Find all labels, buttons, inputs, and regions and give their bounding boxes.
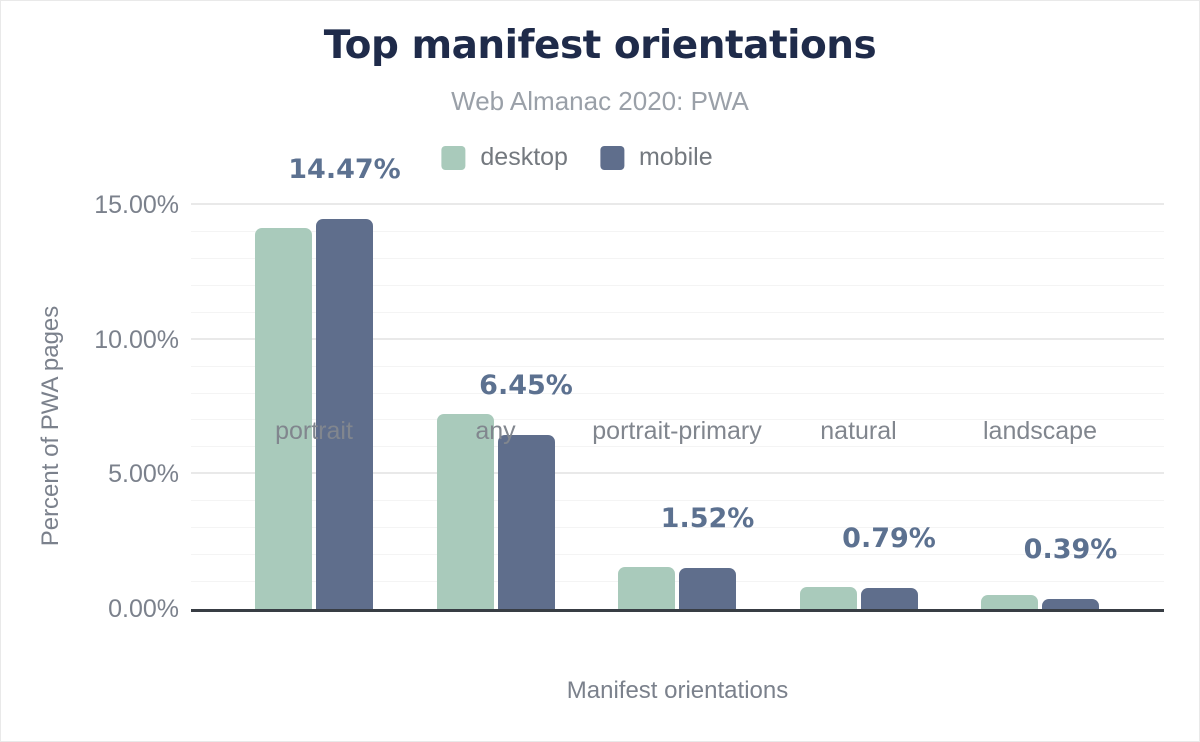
x-tick-label-natural: natural	[820, 417, 897, 445]
plot-area: 14.47% 6.45% 1.52% 0.79% 0.39%	[191, 154, 1164, 612]
bar-mobile-portrait-primary	[679, 568, 736, 609]
x-axis-title: Manifest orientations	[566, 677, 789, 704]
bar-desktop-natural	[799, 587, 857, 609]
bar-value-label-any: 6.45%	[479, 370, 573, 402]
grid-line	[191, 527, 1164, 529]
bar-mobile-natural	[860, 587, 918, 609]
grid-line	[191, 419, 1164, 421]
bar-value-label-natural: 0.79%	[842, 522, 936, 554]
grid-line	[191, 500, 1164, 502]
grid-line	[191, 472, 1164, 475]
bar-value-label-portrait-primary: 1.52%	[660, 503, 755, 535]
grid-line	[191, 230, 1164, 232]
grid-line	[191, 337, 1164, 340]
bar-value-label-landscape: 0.39%	[1023, 533, 1118, 565]
bar-mobile-landscape	[1042, 598, 1099, 609]
grid-line	[191, 311, 1164, 313]
x-tick-label-any: any	[475, 417, 516, 445]
y-tick-label-5.00%: 5.00%	[108, 460, 179, 489]
x-tick-label-portrait: portrait	[275, 417, 353, 445]
grid-line	[191, 203, 1164, 205]
grid-line	[191, 257, 1164, 259]
chart-subtitle: Web Almanac 2020: PWA	[451, 86, 749, 116]
y-tick-label-15.00%: 15.00%	[94, 191, 179, 219]
y-tick-label-0.00%: 0.00%	[108, 595, 179, 623]
x-tick-label-portrait-primary: portrait-primary	[592, 417, 762, 445]
grid-line	[191, 365, 1164, 367]
grid-line	[191, 581, 1164, 583]
bar-desktop-portrait	[255, 228, 312, 609]
bar-value-label-portrait: 14.47%	[288, 154, 401, 186]
mobile-swatch-icon	[599, 145, 624, 170]
grid-line	[191, 554, 1164, 556]
x-tick-label-landscape: landscape	[983, 417, 1097, 445]
bar-mobile-any	[497, 435, 555, 609]
legend-item-mobile: mobile	[599, 143, 713, 172]
desktop-swatch-icon	[441, 145, 466, 170]
legend: desktop mobile	[441, 143, 713, 172]
chart-title: Top manifest orientations	[323, 23, 877, 68]
bar-desktop-any	[436, 413, 494, 609]
legend-item-desktop: desktop	[441, 143, 568, 172]
grid-line	[191, 392, 1164, 394]
legend-label-mobile: mobile	[638, 143, 713, 171]
grid-line	[191, 284, 1164, 286]
bar-mobile-portrait	[316, 219, 373, 609]
y-tick-label-10.00%: 10.00%	[94, 325, 179, 354]
bar-desktop-landscape	[981, 595, 1038, 609]
grid-line	[191, 446, 1164, 448]
legend-label-desktop: desktop	[480, 143, 568, 171]
bar-desktop-portrait-primary	[618, 566, 675, 609]
